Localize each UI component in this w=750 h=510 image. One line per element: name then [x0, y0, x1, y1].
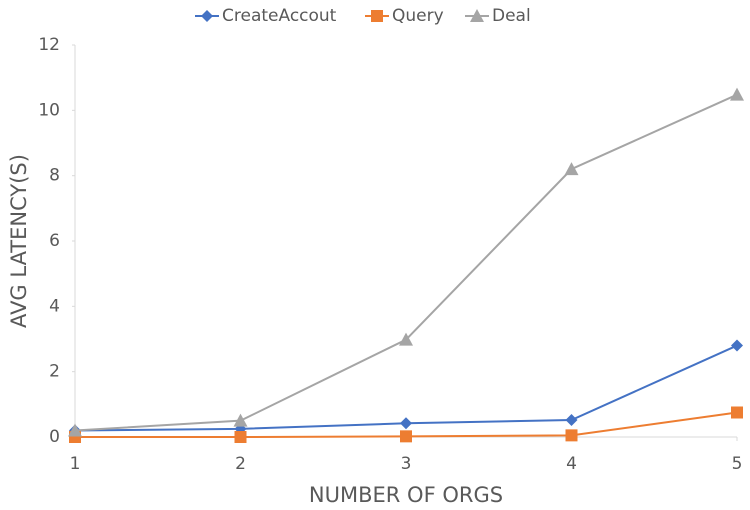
x-tick-label: 5	[732, 454, 743, 474]
data-point	[400, 430, 412, 443]
data-point	[400, 417, 412, 430]
data-point	[731, 406, 743, 419]
y-tick-label: 6	[49, 231, 60, 251]
y-tick-label: 0	[49, 427, 60, 447]
x-tick-label: 1	[70, 454, 81, 474]
data-point	[564, 162, 579, 176]
x-tick-label: 4	[566, 454, 577, 474]
legend: CreateAccout Query Deal	[195, 6, 531, 26]
data-point	[730, 87, 744, 101]
x-axis-title: NUMBER OF ORGS	[309, 483, 503, 507]
legend-marker	[201, 10, 213, 22]
y-tick-label: 4	[49, 296, 60, 316]
legend-marker	[371, 10, 383, 22]
series	[69, 339, 743, 437]
data-point	[233, 413, 248, 427]
y-tick-label: 2	[49, 362, 60, 382]
data-point	[565, 429, 578, 442]
legend-marker	[470, 9, 484, 22]
series	[68, 87, 744, 437]
data-point	[399, 332, 413, 346]
data-point	[731, 339, 743, 352]
y-tick-label: 10	[38, 100, 60, 120]
legend-label: Query	[392, 6, 444, 26]
x-tick-label: 2	[235, 454, 246, 474]
x-tick-label: 3	[401, 454, 412, 474]
y-axis-title: AVG LATENCY(S)	[7, 154, 31, 328]
legend-label: Deal	[492, 6, 531, 26]
data-point	[68, 423, 82, 437]
legend-label: CreateAccout	[222, 6, 337, 26]
y-tick-label: 12	[38, 35, 60, 55]
series-line	[74, 93, 738, 432]
data-point	[234, 431, 247, 443]
y-tick-label: 8	[49, 166, 60, 186]
data-point	[565, 414, 578, 427]
